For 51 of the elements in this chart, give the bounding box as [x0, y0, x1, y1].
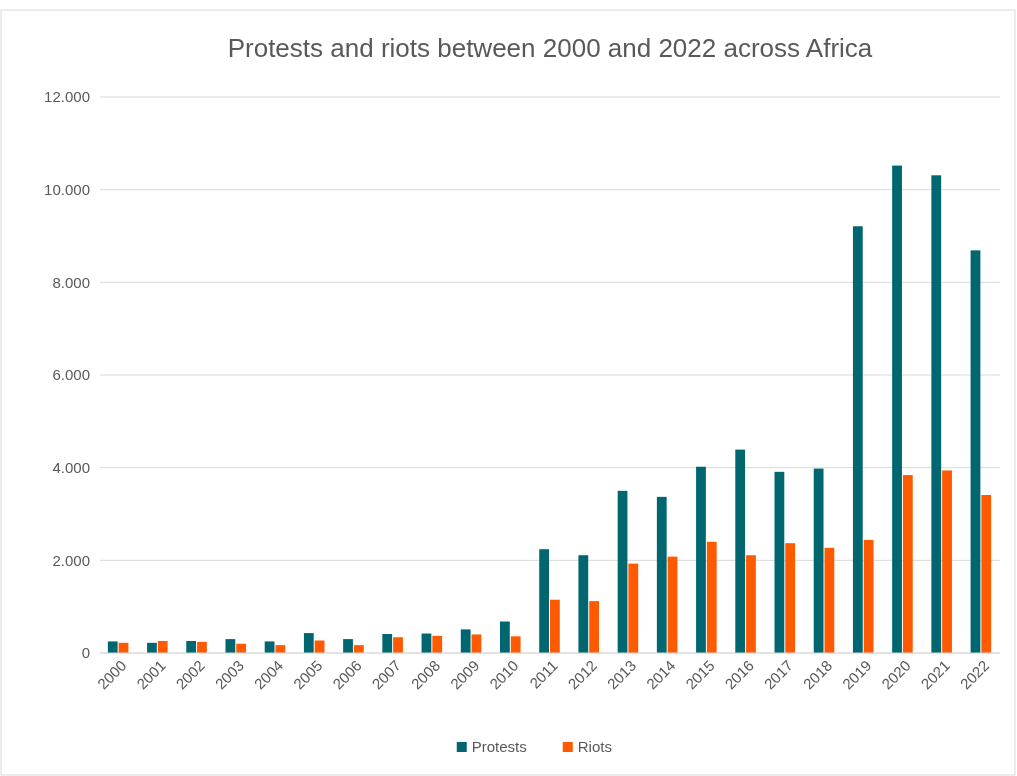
bar: [852, 226, 863, 653]
bar: [275, 645, 286, 653]
bar: [500, 621, 510, 653]
bar: [393, 637, 403, 653]
bar: [892, 165, 902, 653]
bar: [157, 640, 168, 653]
bar: [667, 556, 678, 653]
bar: [902, 475, 913, 653]
bar: [460, 629, 471, 653]
bar: [432, 635, 443, 653]
bar: [353, 645, 364, 653]
bar: [550, 599, 560, 653]
bar: [510, 636, 521, 653]
bar: [578, 555, 589, 653]
bar: [942, 470, 952, 653]
bar: [225, 639, 236, 653]
bar: [147, 642, 157, 653]
y-tick-label: 10.000: [44, 180, 90, 198]
bar: [746, 555, 756, 653]
bar: [863, 539, 874, 653]
y-tick-label: 6.000: [52, 366, 90, 384]
bar: [735, 449, 746, 653]
bar: [706, 541, 717, 653]
y-tick-label: 12.000: [44, 88, 90, 106]
legend-label: Riots: [577, 738, 612, 756]
bar: [813, 468, 824, 653]
bar: [107, 641, 118, 653]
bar: [186, 640, 197, 653]
bar: [981, 495, 992, 653]
bar: [696, 466, 706, 653]
y-tick-label: 0: [81, 644, 90, 662]
y-tick-label: 2.000: [52, 551, 90, 569]
bar: [382, 634, 393, 653]
bar: [824, 547, 835, 653]
y-tick-label: 8.000: [52, 273, 90, 291]
bar: [931, 175, 942, 653]
bar: [471, 634, 482, 653]
bar: [197, 641, 207, 653]
bar: [343, 639, 353, 653]
chart-title: Protests and riots between 2000 and 2022 across Africa: [227, 33, 873, 64]
bar: [970, 250, 981, 653]
bar: [628, 563, 639, 653]
bar: [539, 549, 549, 653]
legend-label: Protests: [471, 738, 527, 756]
bar: [656, 496, 667, 653]
bar: [589, 601, 599, 653]
y-tick-label: 4.000: [52, 458, 90, 476]
bar: [774, 471, 785, 653]
bar: [617, 490, 628, 653]
bar: [785, 543, 796, 653]
bar: [303, 633, 314, 653]
